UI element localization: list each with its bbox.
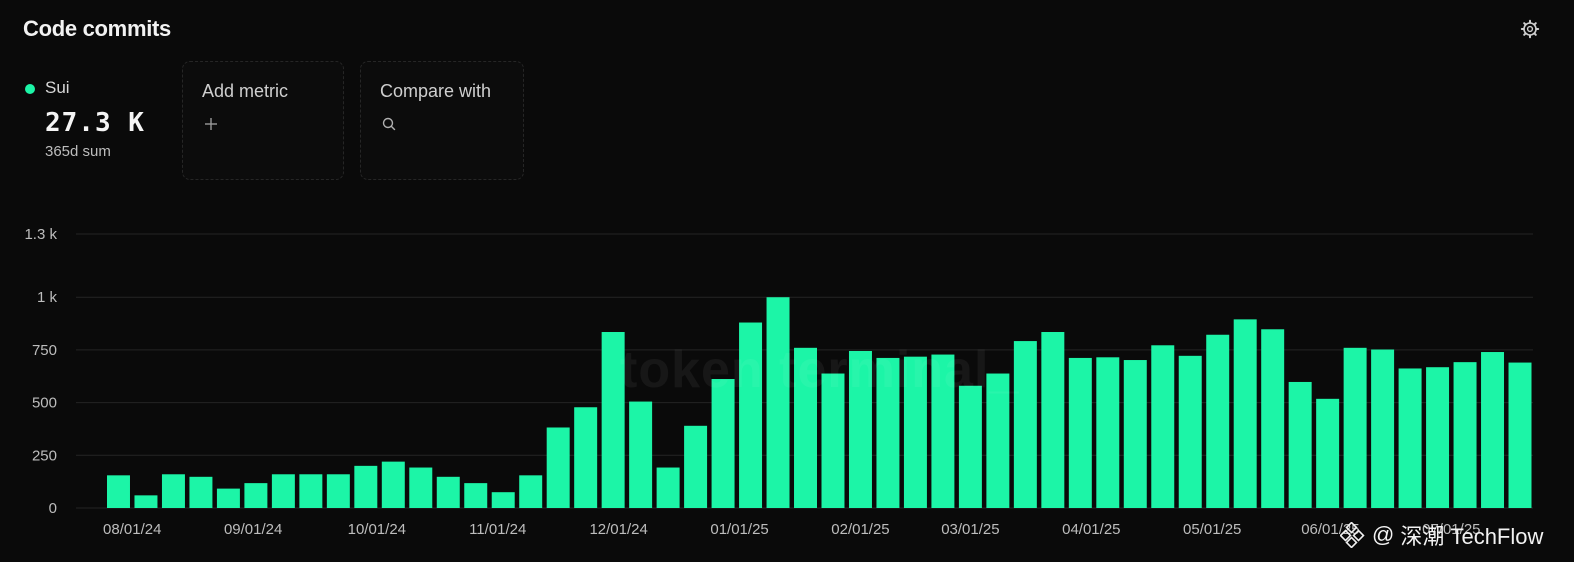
bar[interactable] <box>848 350 872 508</box>
metric-name: Sui <box>45 78 70 97</box>
bar[interactable] <box>986 373 1010 508</box>
bar[interactable] <box>189 476 213 508</box>
metric-period: 365d sum <box>45 143 111 160</box>
x-tick-label: 08/01/24 <box>103 521 161 538</box>
y-tick-label: 500 <box>32 395 57 412</box>
bar[interactable] <box>1343 347 1367 508</box>
metric-value: 27.3 K <box>45 108 145 138</box>
bar[interactable] <box>1206 334 1230 508</box>
bar[interactable] <box>161 474 185 508</box>
x-tick-label: 07/01/25 <box>1422 521 1480 538</box>
bar[interactable] <box>958 385 982 508</box>
diamond-logo-icon <box>1340 522 1365 548</box>
bar[interactable] <box>491 492 515 508</box>
x-tick-label: 06/01/25 <box>1301 521 1359 538</box>
bar[interactable] <box>601 332 625 508</box>
bar[interactable] <box>1316 398 1340 508</box>
compare-with-button[interactable]: Compare with <box>360 61 524 180</box>
bar[interactable] <box>107 475 130 508</box>
bar[interactable] <box>1096 357 1120 508</box>
gear-icon[interactable] <box>1520 19 1540 39</box>
compare-with-label: Compare with <box>380 81 492 101</box>
bar-chart: 0 250 500 750 1 k 1.3 k 08/01/24 09/01/24 10/01/… <box>24 226 1533 538</box>
x-tick-label: 09/01/24 <box>224 521 282 538</box>
bar[interactable] <box>409 467 433 508</box>
bar[interactable] <box>1013 341 1037 508</box>
bar[interactable] <box>656 467 680 508</box>
bar[interactable] <box>464 483 488 508</box>
bar[interactable] <box>1068 357 1092 508</box>
bar[interactable] <box>1261 329 1285 508</box>
bar[interactable] <box>134 495 158 508</box>
bar[interactable] <box>629 401 653 508</box>
bar[interactable] <box>546 427 570 508</box>
bar[interactable] <box>1426 367 1450 508</box>
bar[interactable] <box>821 373 845 508</box>
bar[interactable] <box>1481 352 1505 508</box>
bar[interactable] <box>1151 345 1175 508</box>
bar[interactable] <box>381 461 405 508</box>
y-tick-label: 250 <box>32 447 57 464</box>
bar[interactable] <box>354 465 378 508</box>
x-tick-label: 03/01/25 <box>941 521 999 538</box>
add-metric-label: Add metric <box>202 81 289 101</box>
bar[interactable] <box>244 483 268 508</box>
y-tick-label: 1 k <box>37 289 58 306</box>
metric-summary[interactable]: Sui 27.3 K 365d sum <box>23 78 173 168</box>
x-tick-label: 02/01/25 <box>831 521 889 538</box>
bar[interactable] <box>903 356 927 508</box>
bar[interactable] <box>1453 362 1477 508</box>
bar[interactable] <box>436 476 460 508</box>
bar[interactable] <box>931 354 955 508</box>
y-tick-label: 750 <box>32 342 57 359</box>
bar[interactable] <box>876 357 900 508</box>
add-metric-button[interactable]: Add metric <box>182 61 344 180</box>
brand-name: 深潮 TechFlow <box>1400 524 1544 549</box>
bar[interactable] <box>1508 362 1532 508</box>
bar[interactable] <box>1398 368 1422 508</box>
series-color-dot <box>25 84 35 94</box>
x-tick-label: 04/01/25 <box>1062 521 1120 538</box>
bar[interactable] <box>1288 381 1312 508</box>
bar[interactable] <box>766 297 790 508</box>
bar[interactable] <box>1123 360 1147 508</box>
bar[interactable] <box>1178 355 1202 508</box>
x-tick-label: 01/01/25 <box>710 521 768 538</box>
bar[interactable] <box>794 347 817 508</box>
bar[interactable] <box>711 379 735 508</box>
search-icon <box>382 117 396 131</box>
bar[interactable] <box>326 474 350 508</box>
x-tick-label: 05/01/25 <box>1183 521 1241 538</box>
y-tick-label: 0 <box>49 500 57 517</box>
bar[interactable] <box>299 474 323 508</box>
bar[interactable] <box>216 488 240 508</box>
x-tick-label: 11/01/24 <box>469 521 526 538</box>
x-tick-label: 10/01/24 <box>348 521 406 538</box>
bar[interactable] <box>1233 319 1257 508</box>
brand-at-symbol: @ <box>1372 522 1395 547</box>
bar[interactable] <box>1041 332 1065 508</box>
bar[interactable] <box>1371 349 1395 508</box>
bar[interactable] <box>574 407 598 508</box>
bar[interactable] <box>739 322 763 508</box>
chart-title: Code commits <box>23 16 171 41</box>
x-tick-label: 12/01/24 <box>589 521 647 538</box>
plus-icon <box>205 118 217 130</box>
bar[interactable] <box>684 425 708 508</box>
bar[interactable] <box>519 475 543 508</box>
bar[interactable] <box>271 474 295 508</box>
y-tick-label: 1.3 k <box>24 226 57 243</box>
brand-watermark: @ 深潮 TechFlow <box>1340 518 1543 552</box>
